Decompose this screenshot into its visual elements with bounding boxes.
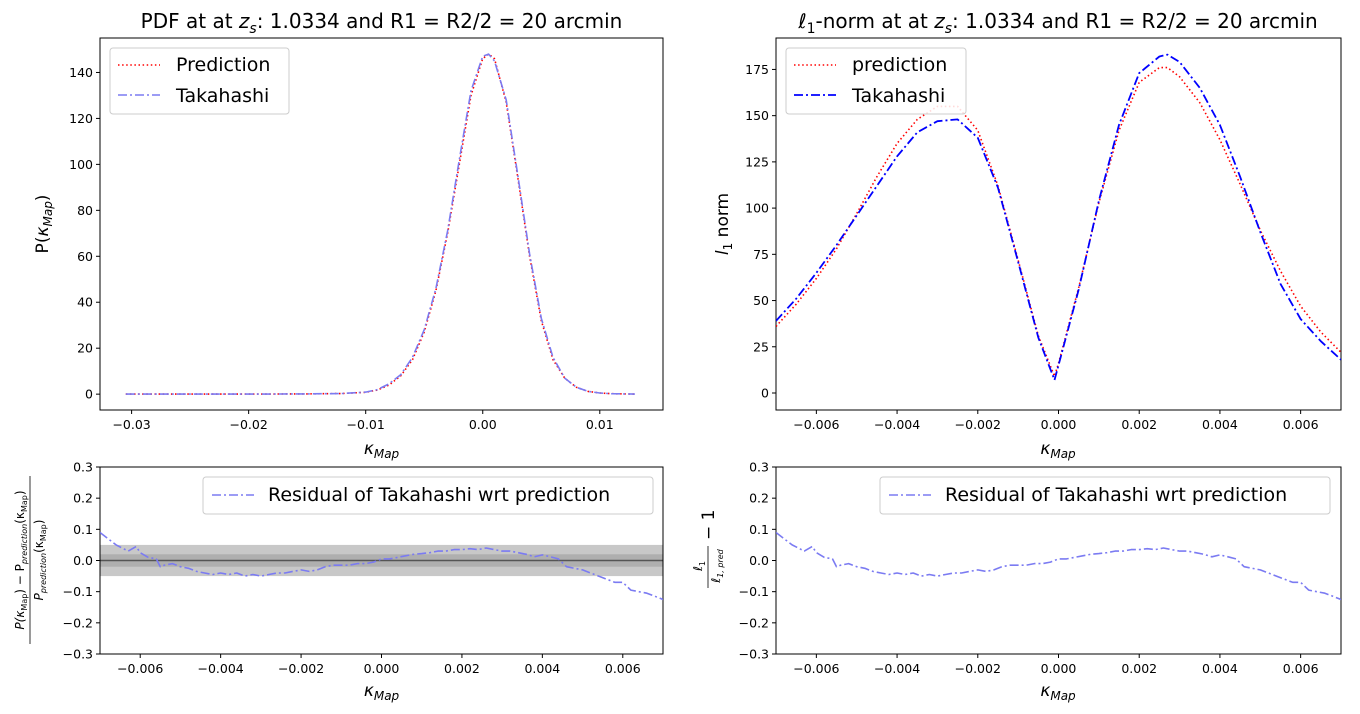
l1-x-tick-label: −0.004 — [874, 417, 920, 432]
pdf-residual-legend: Residual of Takahashi wrt prediction — [202, 476, 654, 515]
pdf-legend-takahashi: Takahashi — [175, 85, 269, 107]
l1-y-tick-label: 75 — [753, 247, 769, 262]
l1-residual-x-tick-label: −0.004 — [874, 661, 920, 676]
pdf-residual-y-tick-label: 0.3 — [73, 460, 93, 475]
l1-residual-y-tick-label: −0.2 — [739, 615, 769, 630]
l1-residual-y-minus-one: − 1 — [699, 510, 719, 540]
pdf-residual-y-axis-label: P(κMap) − Pprediction(κMap) Pprediction(… — [13, 476, 48, 644]
pdf-legend: Prediction Takahashi — [109, 47, 290, 115]
pdf-residual-y-tick-label: 0.0 — [73, 553, 93, 568]
l1-x-tick-label: 0.002 — [1121, 417, 1157, 432]
pdf-residual-x-tick-label: 0.002 — [444, 661, 480, 676]
pdf-residual-x-tick-label: −0.006 — [117, 661, 163, 676]
l1-x-axis-label: κMap — [1040, 439, 1076, 461]
pdf-axes-frame — [99, 37, 664, 411]
l1-residual-x-tick-label: −0.002 — [955, 661, 1001, 676]
pdf-x-axis-label: κMap — [364, 439, 400, 461]
pdf-residual-legend-box — [202, 476, 654, 515]
l1-residual-y-denominator: ℓ1, pred — [709, 548, 725, 583]
l1-title: ℓ1-norm at at zs: 1.0334 and R1 = R2/2 =… — [797, 9, 1317, 37]
pdf-y-axis-label: P(κMap) — [33, 195, 55, 254]
pdf-residual-y-tick-label: −0.3 — [63, 647, 93, 662]
l1-residual-x-axis-label: κMap — [1040, 681, 1076, 703]
l1-residual-y-tick-label: 0.0 — [749, 553, 769, 568]
pdf-panel: PDF at at zs: 1.0334 and R1 = R2/2 = 20 … — [33, 9, 664, 461]
pdf-residual-y-tick-label: −0.1 — [63, 584, 93, 599]
l1-x-tick-label: 0.004 — [1202, 417, 1238, 432]
l1-x-tick-label: −0.002 — [955, 417, 1001, 432]
l1-residual-y-tick-label: 0.1 — [749, 522, 769, 537]
pdf-residual-x-tick-label: 0.000 — [364, 661, 400, 676]
l1-residual-y-axis-label: ℓ1 ℓ1, pred − 1 — [691, 510, 725, 588]
l1-legend-takahashi: Takahashi — [851, 85, 945, 107]
pdf-y-tick-label: 140 — [69, 65, 93, 80]
pdf-x-tick-label: −0.02 — [229, 417, 267, 432]
pdf-residual-y-denominator: Pprediction(κMap) — [32, 520, 48, 601]
l1-series-prediction — [776, 66, 1341, 378]
pdf-residual-y-tick-label: 0.2 — [73, 491, 93, 506]
l1-residual-x-tick-label: 0.006 — [1283, 661, 1319, 676]
pdf-residual-x-tick-label: −0.002 — [278, 661, 324, 676]
pdf-legend-box — [109, 47, 290, 115]
l1-x-tick-label: 0.006 — [1283, 417, 1319, 432]
pdf-y-tick-label: 40 — [77, 295, 93, 310]
pdf-y-tick-label: 120 — [69, 111, 93, 126]
pdf-series-takahashi — [125, 53, 635, 395]
pdf-y-tick-label: 80 — [77, 203, 93, 218]
l1-residual-y-tick-label: −0.1 — [739, 584, 769, 599]
l1-residual-x-tick-label: 0.002 — [1121, 661, 1157, 676]
pdf-residual-y-tick-label: 0.1 — [73, 522, 93, 537]
l1-y-tick-label: 175 — [745, 62, 769, 77]
pdf-residual-y-tick-label: −0.2 — [63, 615, 93, 630]
l1-x-tick-label: −0.006 — [793, 417, 839, 432]
pdf-x-tick-label: −0.01 — [347, 417, 385, 432]
l1-legend: prediction Takahashi — [785, 47, 967, 115]
l1-x-tick-label: 0.000 — [1041, 417, 1077, 432]
l1-residual-legend: Residual of Takahashi wrt prediction — [879, 476, 1331, 515]
pdf-residual-legend-label: Residual of Takahashi wrt prediction — [268, 484, 610, 506]
l1-residual-y-tick-label: 0.3 — [749, 460, 769, 475]
l1-residual-legend-box — [879, 476, 1331, 515]
l1-residual-legend-label: Residual of Takahashi wrt prediction — [945, 484, 1287, 506]
l1-residual-series-residual-of-takahashi-wrt-prediction — [776, 531, 1341, 601]
l1-residual-panel: −0.006 −0.004 −0.002 0.000 0.002 0.004 0.006 −… — [691, 460, 1342, 703]
pdf-residual-x-axis-label: κMap — [364, 681, 400, 703]
l1-residual-y-numerator: ℓ1 — [691, 561, 707, 572]
pdf-residual-y-numerator: P(κMap) − Pprediction(κMap) — [13, 490, 29, 629]
l1-residual-x-tick-label: 0.000 — [1041, 661, 1077, 676]
pdf-residual-x-tick-label: 0.004 — [524, 661, 560, 676]
l1-y-tick-label: 0 — [761, 385, 769, 400]
pdf-residual-series-residual-of-takahashi-wrt-prediction — [100, 531, 663, 601]
pdf-residual-x-tick-label: 0.006 — [605, 661, 641, 676]
pdf-legend-prediction: Prediction — [176, 54, 270, 76]
pdf-x-tick-label: 0.00 — [469, 417, 497, 432]
pdf-y-tick-label: 60 — [77, 249, 93, 264]
l1-norm-panel: ℓ1-norm at at zs: 1.0334 and R1 = R2/2 =… — [713, 9, 1342, 461]
l1-y-tick-label: 100 — [745, 201, 769, 216]
pdf-y-tick-label: 100 — [69, 157, 93, 172]
pdf-x-tick-label: −0.03 — [112, 417, 150, 432]
pdf-x-tick-label: 0.01 — [586, 417, 614, 432]
l1-residual-y-tick-label: 0.2 — [749, 491, 769, 506]
l1-y-tick-label: 150 — [745, 108, 769, 123]
pdf-residual-x-tick-label: −0.004 — [198, 661, 244, 676]
l1-legend-prediction: prediction — [852, 54, 947, 76]
pdf-y-tick-label: 20 — [77, 341, 93, 356]
l1-y-tick-label: 25 — [753, 339, 769, 354]
pdf-title: PDF at at zs: 1.0334 and R1 = R2/2 = 20 … — [141, 9, 623, 37]
l1-residual-y-tick-label: −0.3 — [739, 647, 769, 662]
pdf-residual-panel: −0.006 −0.004 −0.002 0.000 0.002 0.004 0.006 −… — [13, 460, 664, 703]
l1-y-tick-label: 125 — [745, 154, 769, 169]
l1-residual-x-tick-label: 0.004 — [1202, 661, 1238, 676]
l1-y-tick-label: 50 — [753, 293, 769, 308]
l1-series-takahashi — [776, 53, 1341, 381]
l1-residual-x-tick-label: −0.006 — [793, 661, 839, 676]
pdf-y-tick-label: 0 — [85, 387, 93, 402]
l1-y-axis-label: l1 norm — [713, 193, 735, 255]
